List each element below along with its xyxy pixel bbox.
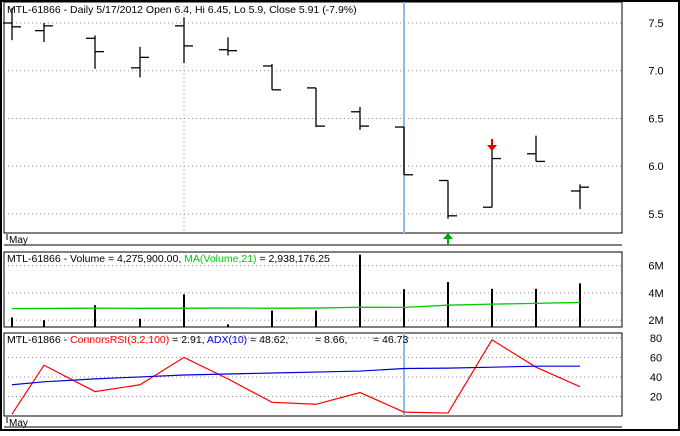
indicator-tick-label: 60 — [650, 352, 662, 364]
price-tick-label: 6.5 — [648, 113, 663, 125]
ohlc-bar[interactable] — [86, 35, 104, 69]
ohlc-bar[interactable] — [3, 7, 21, 41]
price-tick-label: 6.0 — [648, 161, 663, 173]
ohlc-bar[interactable] — [131, 46, 149, 78]
indicator-tick-label: 40 — [650, 372, 662, 384]
connors-rsi-line — [11, 339, 581, 415]
ohlc-bar[interactable] — [351, 107, 369, 130]
price-panel — [3, 1, 623, 234]
indicator-tick-label: 20 — [650, 391, 662, 403]
ohlc-bar[interactable] — [439, 179, 457, 219]
ohlc-bar[interactable] — [263, 64, 281, 91]
ohlc-bar[interactable] — [175, 17, 193, 64]
ohlc-bar[interactable] — [307, 87, 325, 128]
indicator-title-part: MTL-61866 - — [7, 334, 70, 346]
ohlc-bar[interactable] — [219, 37, 237, 56]
volume-title-part: = 2,938,176.25 — [257, 253, 330, 265]
buy-signal-arrow-head — [443, 233, 453, 239]
indicator-title-part: = 48.62, — [247, 334, 288, 346]
indicator-date-label: May — [9, 418, 28, 429]
indicator-title-part: ConnorsRSI(3,2,100) — [70, 334, 169, 346]
price-date-label: May — [9, 235, 28, 246]
ohlc-bar[interactable] — [395, 126, 413, 176]
price-tick-label: 7.0 — [648, 66, 663, 78]
price-tick-label: 5.5 — [648, 209, 663, 221]
sell-signal-arrow-head — [487, 145, 497, 151]
sell-signal-arrow-icon — [487, 139, 497, 151]
indicator-title-part: = 8.66, — [315, 334, 347, 346]
volume-panel — [3, 251, 623, 328]
ohlc-bar[interactable] — [483, 149, 501, 208]
price-chart-title: MTL-61866 - Daily 5/17/2012 Open 6.4, Hi… — [7, 4, 357, 16]
price-tick-label: 7.5 — [648, 18, 663, 30]
volume-tick-label: 2M — [648, 315, 663, 327]
ohlc-bar[interactable] — [571, 184, 589, 210]
volume-tick-label: 6M — [648, 261, 663, 273]
indicator-title-part: = 2.91, — [169, 334, 207, 346]
indicator-chart-title: MTL-61866 - ConnorsRSI(3,2,100) = 2.91, … — [7, 334, 408, 346]
indicator-title-part: = 46.73 — [373, 334, 408, 346]
indicator-panel — [3, 332, 623, 417]
volume-title-part: MA(Volume,21) — [184, 253, 256, 265]
volume-ma-line — [11, 301, 581, 310]
indicator-title-part: ADX(10) — [207, 334, 247, 346]
adx-line — [11, 365, 580, 386]
ohlc-bar[interactable] — [527, 135, 545, 163]
indicator-tick-label: 80 — [650, 333, 662, 345]
volume-title-part: MTL-61866 - Volume = 4,275,900.00, — [7, 253, 184, 265]
volume-tick-label: 4M — [648, 288, 663, 300]
ohlc-bar[interactable] — [35, 23, 53, 43]
buy-signal-arrow-icon — [443, 233, 453, 245]
volume-chart-title: MTL-61866 - Volume = 4,275,900.00, MA(Vo… — [7, 253, 330, 265]
